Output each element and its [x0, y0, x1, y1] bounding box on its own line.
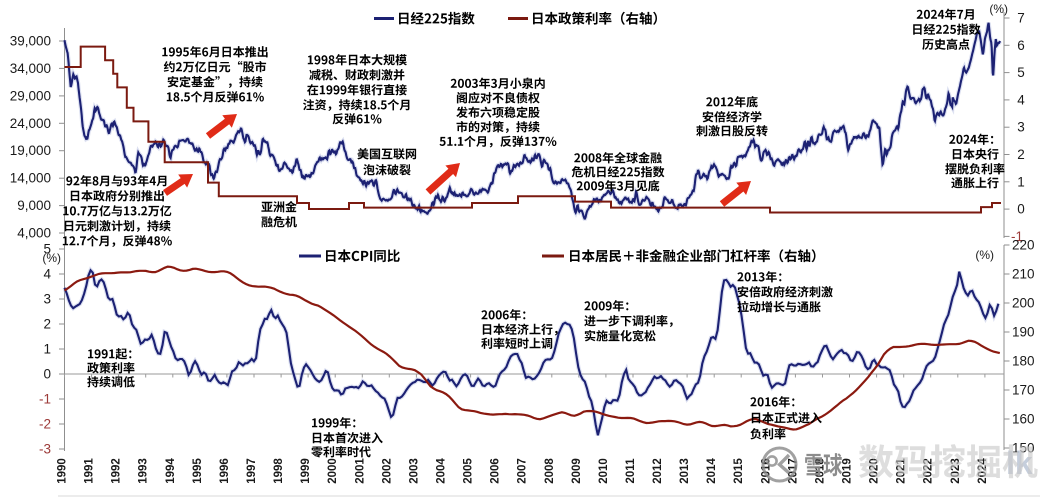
svg-text:5: 5	[1017, 65, 1025, 80]
svg-text:2007: 2007	[517, 458, 529, 484]
svg-text:190: 190	[1012, 325, 1035, 340]
svg-text:2002: 2002	[381, 458, 393, 484]
svg-text:2: 2	[1017, 147, 1025, 162]
svg-text:39,000: 39,000	[10, 34, 51, 49]
svg-text:(%): (%)	[989, 2, 1008, 16]
svg-text:220: 220	[1012, 238, 1035, 253]
svg-text:1999: 1999	[300, 458, 312, 484]
svg-text:2012: 2012	[652, 458, 664, 484]
svg-text:-1: -1	[1011, 229, 1023, 244]
svg-text:(%): (%)	[42, 251, 61, 265]
svg-text:-2: -2	[39, 417, 51, 432]
svg-text:3: 3	[1017, 120, 1025, 135]
svg-text:1992: 1992	[111, 458, 123, 484]
svg-text:34,000: 34,000	[10, 61, 51, 76]
svg-text:9,000: 9,000	[17, 198, 51, 213]
svg-text:2004: 2004	[436, 458, 448, 484]
svg-text:1996: 1996	[219, 458, 231, 484]
svg-text:1993: 1993	[138, 458, 150, 484]
svg-text:0: 0	[43, 367, 51, 382]
svg-text:1994: 1994	[165, 458, 177, 484]
svg-text:2019: 2019	[842, 458, 854, 484]
svg-text:2013: 2013	[679, 458, 691, 484]
svg-text:1: 1	[43, 342, 51, 357]
svg-text:2011: 2011	[625, 458, 637, 484]
svg-text:2008: 2008	[544, 458, 556, 484]
svg-text:1997: 1997	[246, 458, 258, 484]
svg-text:2001: 2001	[354, 458, 366, 484]
svg-text:3: 3	[43, 292, 51, 307]
svg-text:2006: 2006	[490, 458, 502, 484]
svg-text:1991: 1991	[84, 458, 96, 484]
svg-text:5: 5	[43, 242, 51, 257]
svg-text:2014: 2014	[706, 458, 718, 484]
svg-text:7: 7	[1017, 11, 1025, 26]
svg-text:2015: 2015	[733, 458, 745, 484]
svg-text:160: 160	[1012, 412, 1035, 427]
svg-text:0: 0	[1017, 202, 1025, 217]
svg-text:170: 170	[1012, 383, 1035, 398]
svg-text:2010: 2010	[598, 458, 610, 484]
svg-text:1998: 1998	[273, 458, 285, 484]
svg-text:1: 1	[1017, 174, 1025, 189]
svg-text:(%): (%)	[975, 248, 994, 262]
svg-text:24,000: 24,000	[10, 116, 51, 131]
svg-text:-3: -3	[39, 442, 51, 457]
svg-text:2005: 2005	[463, 458, 475, 484]
svg-text:2: 2	[43, 317, 51, 332]
svg-text:1990: 1990	[57, 458, 69, 484]
svg-text:14,000: 14,000	[10, 171, 51, 186]
svg-text:6: 6	[1017, 38, 1025, 53]
svg-text:4: 4	[43, 267, 51, 282]
svg-text:2003: 2003	[408, 458, 420, 484]
svg-text:29,000: 29,000	[10, 88, 51, 103]
svg-text:1995: 1995	[192, 458, 204, 484]
svg-text:4: 4	[1017, 92, 1025, 107]
svg-text:-1: -1	[39, 392, 51, 407]
svg-text:2009: 2009	[571, 458, 583, 484]
svg-text:180: 180	[1012, 354, 1035, 369]
svg-text:210: 210	[1012, 267, 1035, 282]
svg-text:200: 200	[1012, 296, 1035, 311]
svg-text:19,000: 19,000	[10, 143, 51, 158]
svg-text:4,000: 4,000	[17, 226, 51, 241]
svg-text:2000: 2000	[327, 458, 339, 484]
